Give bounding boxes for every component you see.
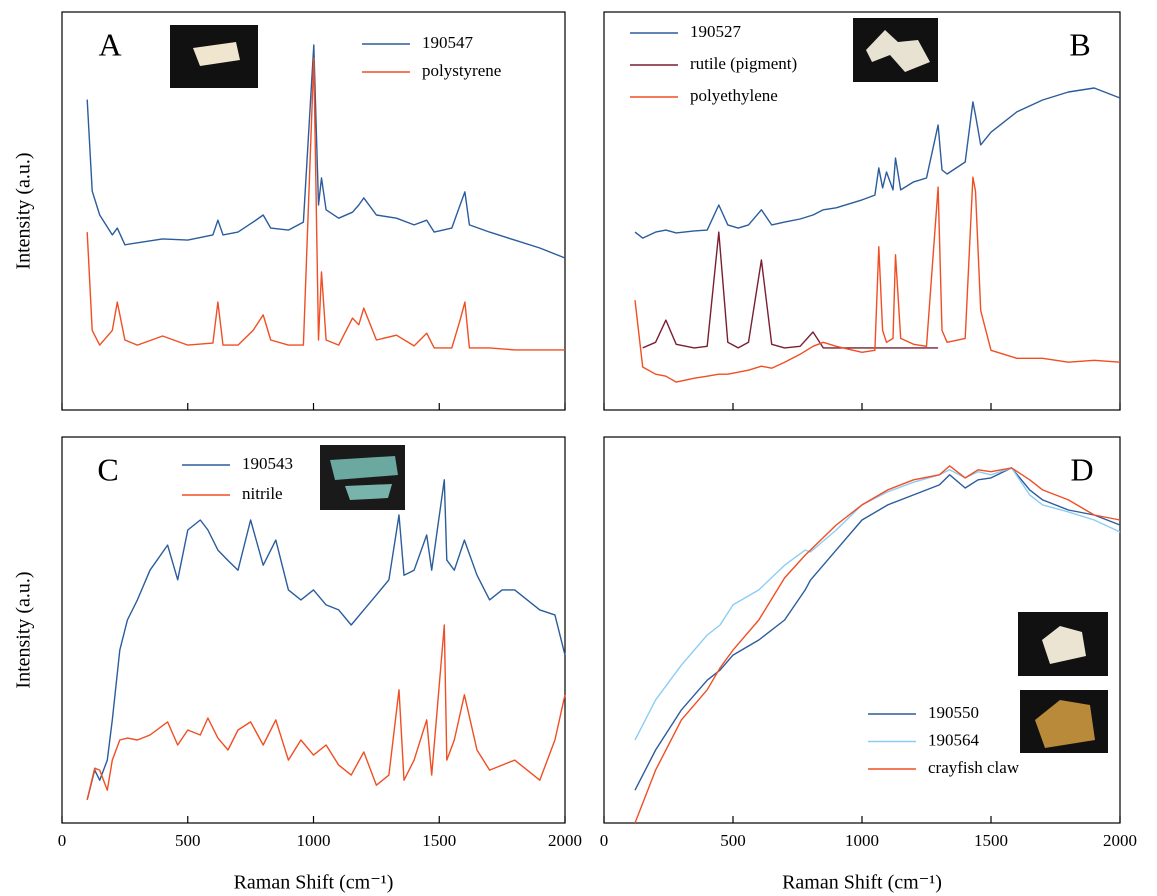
panel-letter: C [97, 451, 118, 487]
spectrum-line [86, 44, 566, 259]
y-axis-title: Intensity (a.u.) [13, 152, 35, 269]
spectrum-line [634, 87, 1121, 239]
legend-label: 190547 [422, 33, 474, 52]
spectrum-line [86, 624, 566, 800]
spectrum-line [634, 467, 1121, 791]
legend-label: 190527 [690, 22, 742, 41]
legend-label: polyethylene [690, 86, 778, 105]
spectrum-line [634, 465, 1121, 824]
x-tick-label: 500 [720, 831, 746, 850]
x-tick-label: 1500 [974, 831, 1008, 850]
panel-letter: A [98, 26, 121, 62]
x-tick-label: 2000 [1103, 831, 1137, 850]
x-axis-title: Raman Shift (cm⁻¹) [234, 872, 394, 894]
photo [1020, 690, 1108, 753]
spectrum-line [86, 57, 565, 351]
spectrum-line [86, 479, 566, 800]
legend-label: 190543 [242, 454, 293, 473]
legend-label: polystyrene [422, 61, 501, 80]
x-tick-label: 1500 [422, 831, 456, 850]
y-axis-title: Intensity (a.u.) [13, 571, 35, 688]
photo [320, 445, 405, 510]
photo [1018, 612, 1108, 676]
photo [853, 18, 938, 82]
legend-label: crayfish claw [928, 758, 1020, 777]
photo [170, 25, 258, 88]
legend-label: nitrile [242, 484, 283, 503]
legend-label: rutile (pigment) [690, 54, 797, 73]
x-tick-label: 1000 [297, 831, 331, 850]
x-tick-label: 0 [600, 831, 609, 850]
legend-label: 190564 [928, 730, 980, 749]
legend-label: 190550 [928, 703, 979, 722]
x-axis-title: Raman Shift (cm⁻¹) [782, 872, 942, 894]
spectrum-line [634, 467, 1121, 741]
panel-letter: B [1069, 26, 1090, 62]
panel-letter: D [1070, 451, 1093, 487]
x-tick-label: 1000 [845, 831, 879, 850]
x-tick-label: 500 [175, 831, 201, 850]
plot-frame [61, 436, 566, 824]
spectrum-line [634, 176, 1121, 383]
x-tick-label: 2000 [548, 831, 582, 850]
x-tick-label: 0 [58, 831, 67, 850]
spectrum-line [642, 231, 939, 349]
